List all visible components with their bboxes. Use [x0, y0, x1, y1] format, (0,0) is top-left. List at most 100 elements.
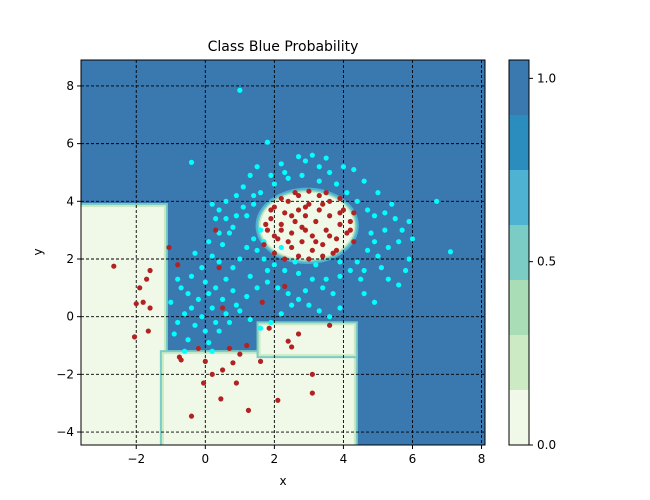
- scatter-point: [244, 293, 250, 300]
- scatter-point: [289, 344, 295, 350]
- scatter-point: [237, 87, 243, 93]
- scatter-point: [230, 288, 236, 294]
- scatter-point: [323, 190, 329, 196]
- scatter-point: [299, 224, 305, 230]
- scatter-point: [251, 236, 257, 242]
- colorbar-tick-label: 0.5: [537, 255, 556, 269]
- scatter-point: [285, 338, 291, 344]
- scatter-point: [145, 328, 151, 334]
- scatter-point: [295, 331, 302, 337]
- region-red-low-bottom-step: [260, 325, 354, 355]
- scatter-point: [254, 285, 260, 291]
- scatter-point: [254, 164, 260, 170]
- scatter-point: [313, 239, 319, 245]
- scatter-point: [396, 282, 402, 288]
- scatter-point: [257, 358, 264, 364]
- scatter-point: [247, 316, 253, 323]
- scatter-point: [289, 213, 295, 219]
- scatter-point: [292, 218, 298, 225]
- colorbar-band: [509, 170, 529, 225]
- colorbar-band: [509, 60, 529, 115]
- scatter-point: [226, 319, 233, 326]
- scatter-point: [327, 169, 333, 176]
- scatter-point: [320, 201, 326, 207]
- scatter-point: [237, 351, 243, 357]
- scatter-point: [316, 207, 322, 213]
- scatter-point: [251, 201, 257, 207]
- scatter-point: [330, 290, 336, 297]
- scatter-point: [320, 241, 326, 248]
- scatter-point: [147, 305, 153, 311]
- scatter-point: [302, 288, 309, 294]
- scatter-point: [216, 265, 222, 271]
- scatter-point: [323, 155, 329, 161]
- scatter-point: [289, 244, 295, 251]
- scatter-point: [378, 265, 385, 271]
- scatter-point: [240, 204, 246, 210]
- scatter-point: [309, 276, 315, 282]
- scatter-point: [337, 273, 343, 279]
- x-axis-label: x: [279, 474, 286, 488]
- scatter-point: [323, 276, 329, 282]
- scatter-point: [351, 239, 357, 245]
- y-tick-label: 2: [66, 252, 74, 266]
- scatter-point: [392, 216, 398, 222]
- x-tick-label: −2: [127, 452, 145, 466]
- scatter-point: [199, 314, 205, 320]
- plot-frame: [80, 59, 486, 446]
- scatter-point: [316, 178, 322, 184]
- x-tick-label: 6: [409, 452, 417, 466]
- scatter-point: [292, 190, 298, 196]
- scatter-point: [266, 325, 272, 331]
- scatter-point: [364, 207, 371, 213]
- scatter-point: [282, 256, 288, 262]
- scatter-point: [131, 334, 138, 340]
- scatter-point: [213, 319, 219, 326]
- scatter-point: [166, 244, 172, 251]
- scatter-point: [192, 250, 198, 256]
- scatter-point: [275, 285, 281, 291]
- scatter-point: [302, 158, 309, 164]
- plot-area: [81, 60, 485, 445]
- scatter-point: [361, 267, 367, 274]
- scatter-point: [257, 190, 264, 196]
- scatter-point: [223, 276, 229, 282]
- scatter-point: [271, 204, 277, 210]
- chart-title: Class Blue Probability: [208, 39, 359, 55]
- scatter-point: [299, 239, 305, 245]
- y-axis: −4 −2 0 2 4 6 8: [56, 79, 81, 439]
- scatter-point: [278, 195, 284, 202]
- scatter-point: [313, 262, 319, 268]
- scatter-point: [213, 216, 219, 222]
- scatter-point: [285, 239, 291, 245]
- scatter-point: [309, 152, 315, 158]
- scatter-point: [344, 190, 350, 196]
- scatter-point: [219, 241, 226, 248]
- scatter-point: [244, 213, 250, 219]
- scatter-point: [347, 267, 353, 274]
- scatter-point: [200, 380, 207, 386]
- scatter-point: [406, 218, 412, 225]
- scatter-point: [188, 273, 195, 279]
- scatter-point: [406, 256, 412, 262]
- scatter-point: [364, 247, 371, 253]
- scatter-point: [278, 244, 284, 251]
- scatter-point: [264, 139, 271, 145]
- scatter-point: [306, 302, 312, 308]
- scatter-point: [144, 276, 150, 282]
- scatter-point: [261, 241, 267, 248]
- scatter-point: [175, 276, 181, 282]
- scatter-point: [147, 267, 153, 274]
- scatter-point: [385, 244, 391, 251]
- scatter-point: [237, 308, 243, 314]
- probability-contours: [81, 187, 359, 445]
- scatter-point: [233, 380, 239, 386]
- scatter-point: [358, 276, 364, 282]
- scatter-point: [206, 239, 212, 245]
- scatter-point: [299, 172, 305, 178]
- scatter-point: [278, 221, 284, 227]
- scatter-point: [337, 221, 343, 227]
- scatter-point: [168, 299, 174, 305]
- scatter-point: [175, 262, 181, 268]
